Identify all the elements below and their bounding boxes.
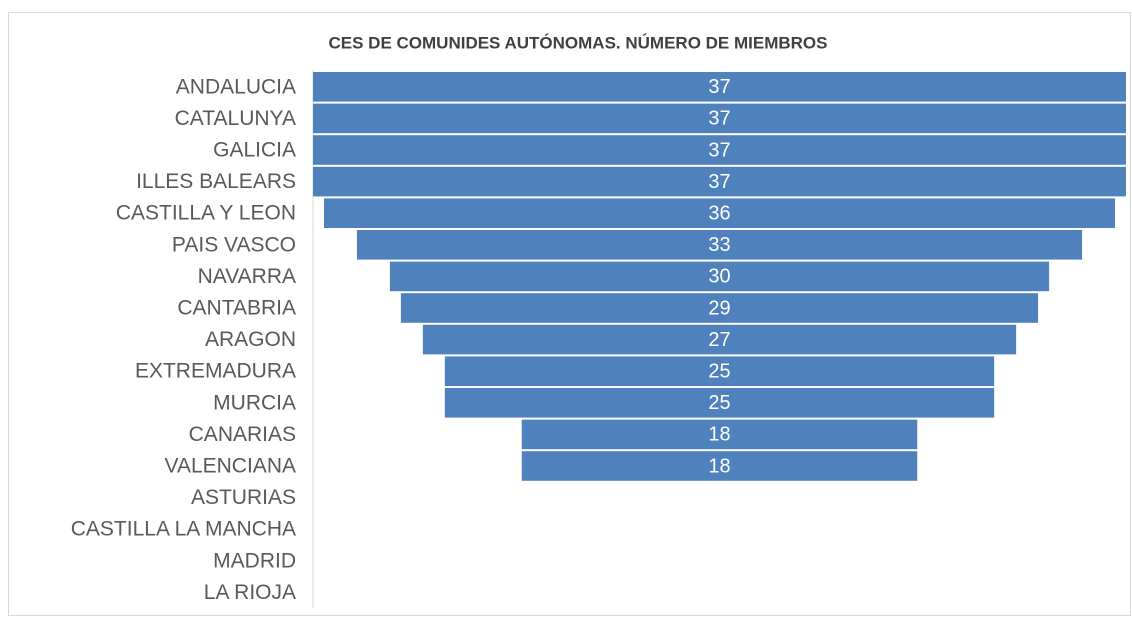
value-label: 36 <box>708 202 730 224</box>
value-label: 37 <box>708 76 730 98</box>
bar <box>356 230 1083 260</box>
bar <box>313 103 1126 134</box>
value-label: 30 <box>708 266 730 288</box>
category-label: MURCIA <box>213 391 296 414</box>
category-label: CANTABRIA <box>177 297 296 320</box>
category-label: LA RIOJA <box>204 581 296 604</box>
category-label: GALICIA <box>213 139 296 162</box>
chart-border <box>8 12 1131 616</box>
value-label: 18 <box>708 455 730 477</box>
value-label: 37 <box>708 139 730 161</box>
bar <box>313 72 1126 102</box>
category-label: ANDALUCIA <box>176 75 296 98</box>
bar <box>313 166 1126 197</box>
category-label: CATALUNYA <box>175 107 296 130</box>
category-label: CASTILLA Y LEON <box>116 202 296 225</box>
bar <box>444 388 995 418</box>
category-label: MADRID <box>213 549 296 572</box>
category-label: ILLES BALEARS <box>136 170 296 193</box>
chart-title: CES DE COMUNIDES AUTÓNOMAS. NÚMERO DE MI… <box>328 33 827 52</box>
value-label: 27 <box>708 329 730 351</box>
bar <box>521 419 918 450</box>
bar <box>444 356 995 386</box>
value-label: 29 <box>708 297 730 319</box>
category-label: EXTREMADURA <box>135 360 296 383</box>
value-label: 18 <box>708 424 730 446</box>
bar <box>389 261 1050 292</box>
bar <box>521 451 918 481</box>
value-label: 25 <box>708 360 730 382</box>
category-label: CANARIAS <box>189 423 296 446</box>
category-label: ARAGON <box>205 328 296 351</box>
category-label: VALENCIANA <box>165 455 297 478</box>
category-label: NAVARRA <box>198 265 296 288</box>
value-label: 33 <box>708 234 730 256</box>
value-label: 25 <box>708 392 730 414</box>
bar <box>313 135 1126 165</box>
category-label: PAIS VASCO <box>172 233 296 256</box>
value-label: 37 <box>708 171 730 193</box>
bar <box>400 293 1039 323</box>
bar <box>323 198 1116 228</box>
category-label: CASTILLA LA MANCHA <box>71 518 296 541</box>
value-label: 37 <box>708 108 730 130</box>
category-label: ASTURIAS <box>191 486 296 509</box>
bar <box>422 324 1017 355</box>
